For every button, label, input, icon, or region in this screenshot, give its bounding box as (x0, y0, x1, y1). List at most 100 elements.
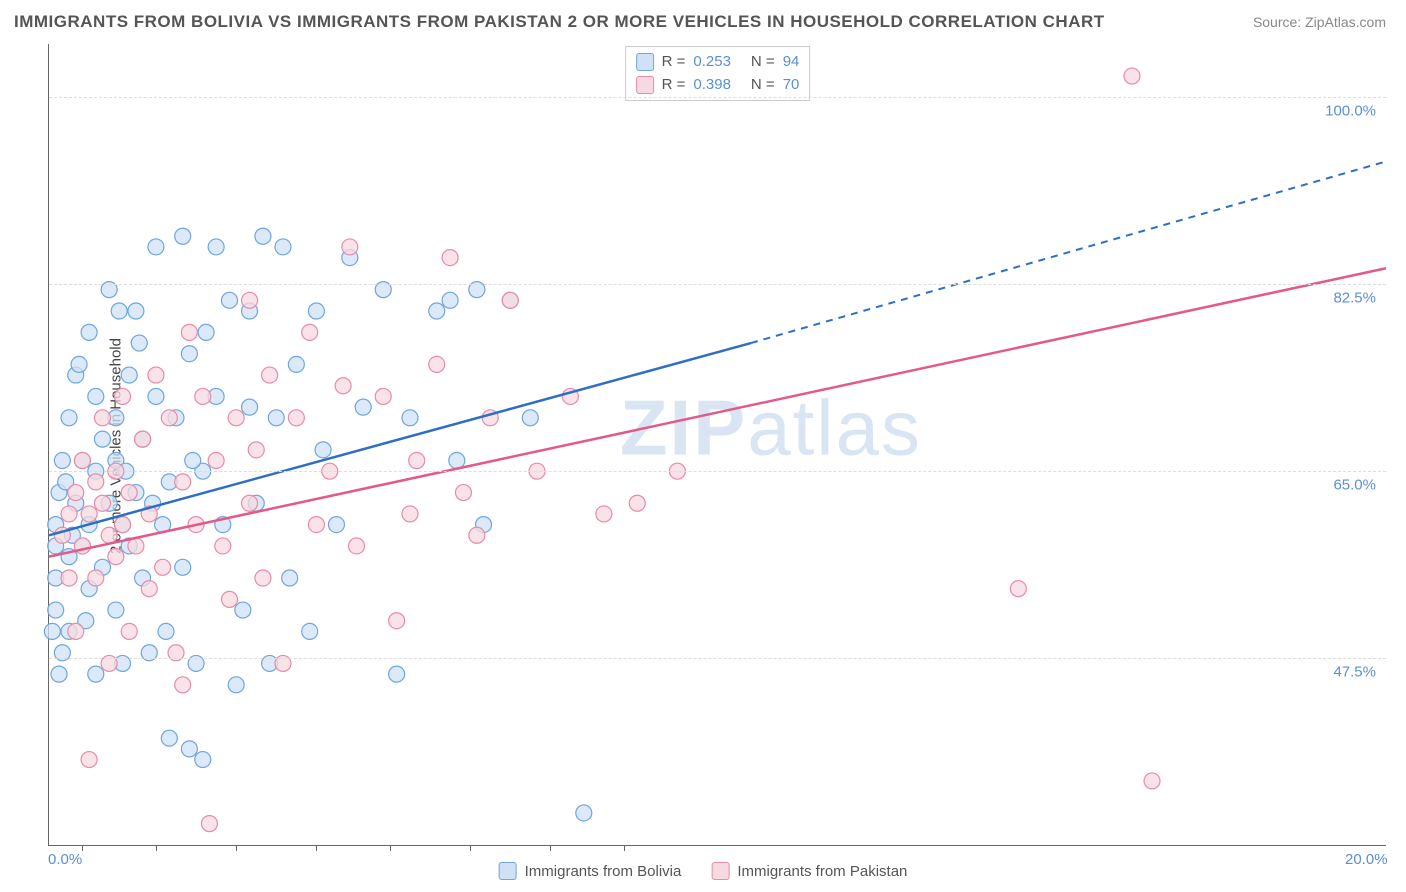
scatter-point (402, 410, 418, 426)
scatter-point (288, 356, 304, 372)
legend-series-item: Immigrants from Bolivia (499, 862, 682, 880)
x-tick (550, 845, 551, 851)
scatter-point (94, 495, 110, 511)
x-tick-label: 20.0% (1345, 851, 1388, 868)
scatter-point (185, 453, 201, 469)
scatter-point (155, 559, 171, 575)
scatter-point (175, 677, 191, 693)
legend-n-value: 70 (783, 74, 800, 97)
x-tick (316, 845, 317, 851)
x-tick (236, 845, 237, 851)
legend-correlation-row: R = 0.398 N = 70 (636, 74, 800, 97)
scatter-point (195, 388, 211, 404)
scatter-point (61, 410, 77, 426)
legend-swatch (636, 53, 654, 71)
scatter-point (101, 527, 117, 543)
scatter-point (81, 324, 97, 340)
scatter-point (242, 292, 258, 308)
scatter-point (94, 431, 110, 447)
x-tick (470, 845, 471, 851)
legend-series-item: Immigrants from Pakistan (711, 862, 907, 880)
scatter-point (48, 602, 64, 618)
y-tick-label: 82.5% (1333, 290, 1376, 307)
scatter-point (255, 570, 271, 586)
legend-n-label: N = (751, 74, 775, 97)
x-tick (390, 845, 391, 851)
scatter-point (121, 623, 137, 639)
scatter-point (449, 453, 465, 469)
scatter-point (308, 517, 324, 533)
scatter-point (88, 666, 104, 682)
scatter-point (88, 570, 104, 586)
scatter-point (175, 474, 191, 490)
scatter-point (148, 239, 164, 255)
scatter-point (175, 228, 191, 244)
scatter-point (442, 292, 458, 308)
legend-n-label: N = (751, 51, 775, 74)
scatter-point (302, 623, 318, 639)
scatter-point (389, 613, 405, 629)
scatter-point (181, 324, 197, 340)
legend-r-label: R = (662, 51, 686, 74)
legend-correlation-row: R =0.253N =94 (636, 51, 800, 74)
scatter-point (235, 602, 251, 618)
legend-series: Immigrants from Bolivia Immigrants from P… (499, 862, 908, 880)
scatter-point (502, 292, 518, 308)
scatter-point (255, 228, 271, 244)
scatter-point (302, 324, 318, 340)
scatter-point (262, 367, 278, 383)
scatter-point (108, 549, 124, 565)
scatter-point (51, 666, 67, 682)
gridline (49, 658, 1386, 659)
scatter-point (409, 453, 425, 469)
scatter-point (121, 485, 137, 501)
legend-r-value: 0.253 (693, 51, 731, 74)
scatter-point (402, 506, 418, 522)
scatter-point (135, 431, 151, 447)
scatter-point (88, 474, 104, 490)
scatter-point (315, 442, 331, 458)
scatter-point (375, 388, 391, 404)
scatter-point (161, 410, 177, 426)
scatter-point (248, 442, 264, 458)
legend-r-value: 0.398 (693, 74, 731, 97)
scatter-point (275, 239, 291, 255)
scatter-point (242, 399, 258, 415)
scatter-point (44, 623, 60, 639)
scatter-point (71, 356, 87, 372)
scatter-point (131, 335, 147, 351)
scatter-svg (49, 44, 1386, 845)
scatter-point (221, 292, 237, 308)
legend-r-label: R = (662, 74, 686, 97)
scatter-point (61, 570, 77, 586)
legend-swatch (711, 862, 729, 880)
scatter-point (181, 346, 197, 362)
scatter-point (328, 517, 344, 533)
scatter-point (455, 485, 471, 501)
legend-swatch (636, 76, 654, 94)
legend-correlation: R =0.253N =94R =0.398N =70 (625, 46, 811, 101)
scatter-point (208, 239, 224, 255)
y-tick-label: 47.5% (1333, 664, 1376, 681)
scatter-point (288, 410, 304, 426)
scatter-point (308, 303, 324, 319)
chart-plot-area: ZIPatlas R =0.253N =94R =0.398N =70 47.5… (48, 44, 1386, 846)
scatter-point (81, 752, 97, 768)
scatter-point (429, 303, 445, 319)
gridline (49, 97, 1386, 98)
x-tick-label: 0.0% (48, 851, 82, 868)
scatter-point (242, 495, 258, 511)
scatter-point (221, 591, 237, 607)
chart-title: IMMIGRANTS FROM BOLIVIA VS IMMIGRANTS FR… (14, 12, 1105, 32)
y-tick-label: 65.0% (1333, 477, 1376, 494)
scatter-point (198, 324, 214, 340)
scatter-point (141, 581, 157, 597)
scatter-point (335, 378, 351, 394)
scatter-point (175, 559, 191, 575)
scatter-point (111, 303, 127, 319)
scatter-point (128, 303, 144, 319)
scatter-point (201, 816, 217, 832)
scatter-point (1124, 68, 1140, 84)
scatter-point (355, 399, 371, 415)
scatter-point (158, 623, 174, 639)
